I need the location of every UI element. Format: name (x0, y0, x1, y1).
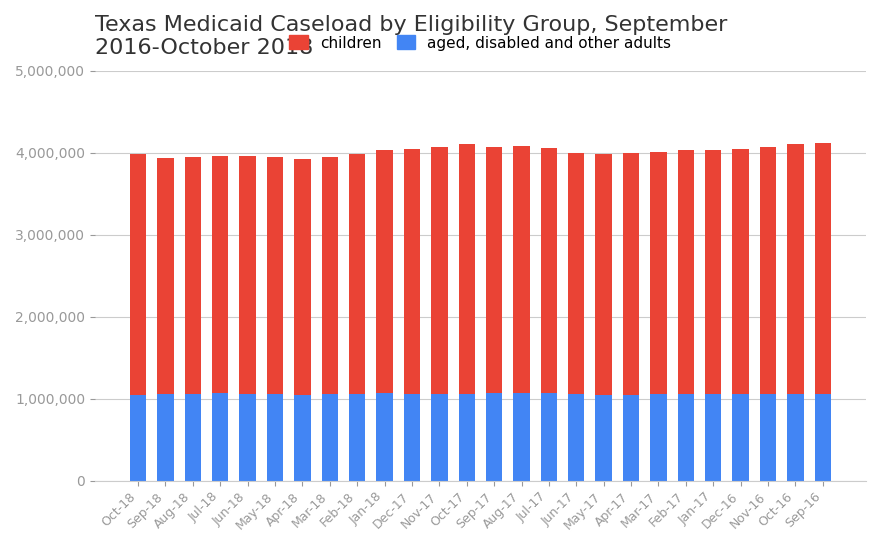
Bar (322, 394, 338, 481)
Bar (376, 150, 393, 393)
Bar (403, 149, 420, 394)
Bar (294, 394, 311, 481)
Bar (158, 158, 174, 394)
Bar (158, 394, 174, 481)
Bar (240, 394, 255, 481)
Bar (677, 150, 694, 394)
Bar (349, 394, 366, 481)
Bar (130, 394, 146, 481)
Bar (514, 393, 529, 481)
Bar (403, 394, 420, 481)
Bar (759, 147, 776, 394)
Bar (349, 154, 366, 394)
Bar (322, 158, 338, 394)
Bar (212, 156, 228, 393)
Bar (185, 157, 201, 394)
Bar (486, 393, 502, 481)
Bar (650, 152, 667, 394)
Bar (376, 393, 393, 481)
Bar (650, 394, 667, 481)
Bar (267, 157, 284, 394)
Bar (787, 144, 803, 394)
Bar (623, 153, 640, 394)
Bar (815, 143, 831, 394)
Bar (705, 394, 722, 481)
Legend: children, aged, disabled and other adults: children, aged, disabled and other adult… (284, 30, 677, 57)
Bar (623, 394, 640, 481)
Bar (431, 147, 448, 394)
Bar (458, 394, 475, 481)
Bar (568, 394, 584, 481)
Bar (431, 394, 448, 481)
Bar (541, 148, 557, 393)
Bar (759, 394, 776, 481)
Bar (568, 153, 584, 394)
Text: Texas Medicaid Caseload by Eligibility Group, September
2016-October 2018: Texas Medicaid Caseload by Eligibility G… (95, 15, 727, 58)
Bar (732, 149, 749, 394)
Bar (787, 394, 803, 481)
Bar (212, 393, 228, 481)
Bar (240, 156, 255, 394)
Bar (705, 150, 722, 394)
Bar (815, 394, 831, 481)
Bar (458, 144, 475, 394)
Bar (541, 393, 557, 481)
Bar (130, 154, 146, 394)
Bar (677, 394, 694, 481)
Bar (596, 394, 612, 481)
Bar (732, 394, 749, 481)
Bar (185, 394, 201, 481)
Bar (486, 147, 502, 393)
Bar (294, 159, 311, 394)
Bar (596, 154, 612, 394)
Bar (267, 394, 284, 481)
Bar (514, 146, 529, 393)
